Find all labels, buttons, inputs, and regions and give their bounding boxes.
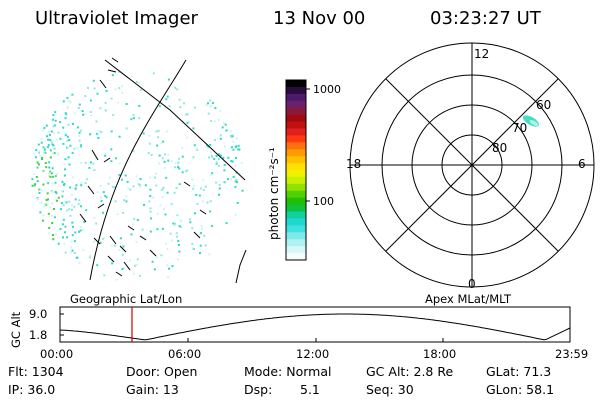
- y-top-label: 9.0: [29, 307, 47, 321]
- geo-partial-line: [235, 249, 247, 284]
- polar-aurora: [522, 115, 540, 127]
- dsp-value: 5.1: [300, 382, 320, 397]
- mlt-label-12: 12: [474, 47, 489, 61]
- colorbar-frame: [285, 79, 307, 261]
- glon-value: GLon: 58.1: [486, 382, 555, 397]
- apex-label: Apex MLat/MLT: [425, 292, 512, 306]
- gc-alt-value: GC Alt: 2.8 Re: [366, 364, 454, 379]
- y-bottom-label: 1.8: [29, 328, 47, 342]
- gain-value: Gain: 13: [126, 382, 179, 397]
- coastline-dashes: [79, 57, 207, 277]
- colorbar: 1000 100 photon cm⁻²s⁻¹: [267, 79, 341, 261]
- altitude-curve: [59, 313, 571, 341]
- x-tick-2359: 23:59: [555, 347, 588, 361]
- geo-label: Geographic Lat/Lon: [70, 292, 182, 306]
- flt-value: Flt: 1304: [8, 364, 64, 379]
- geo-latitude-line: [104, 59, 246, 181]
- x-tick-1200: 12:00: [296, 347, 329, 361]
- mode-value: Mode: Normal: [244, 364, 332, 379]
- y-axis-label: GC Alt: [9, 311, 23, 348]
- time-label: 03:23:27 UT: [430, 8, 541, 29]
- mlt-label-6: 6: [578, 157, 586, 171]
- uv-image: [29, 57, 247, 284]
- colorbar-gradient: [286, 80, 306, 261]
- lat-label-80: 80: [492, 141, 507, 155]
- date-label: 13 Nov 00: [273, 8, 366, 29]
- lat-label-70: 70: [512, 121, 527, 135]
- polar-labels: 12 18 6 0 60 70 80: [346, 47, 586, 291]
- door-value: Door: Open: [126, 364, 198, 379]
- x-tick-1800: 18:00: [423, 347, 456, 361]
- polar-plot: [349, 42, 595, 288]
- colorbar-unit-label: photon cm⁻²s⁻¹: [267, 147, 281, 240]
- seq-value: Seq: 30: [366, 382, 414, 397]
- orbit-timeline: [59, 306, 571, 343]
- timeline-frame: [59, 306, 571, 343]
- x-tick-0600: 06:00: [168, 347, 201, 361]
- x-tick-0000: 00:00: [40, 347, 73, 361]
- glat-value: GLat: 71.3: [486, 364, 552, 379]
- colorbar-tick-100: 100: [313, 195, 334, 208]
- timeline-labels: Geographic Lat/Lon Apex MLat/MLT 9.0 1.8…: [9, 292, 588, 361]
- mlt-label-0: 0: [468, 277, 476, 291]
- instrument-title: Ultraviolet Imager: [35, 8, 198, 29]
- dsp-label: Dsp:: [244, 382, 273, 397]
- polar-diagonal: [385, 78, 559, 252]
- ip-value: IP: 36.0: [8, 382, 56, 397]
- colorbar-tick-1000: 1000: [313, 83, 341, 96]
- earth-disk: [29, 67, 245, 283]
- mlt-label-18: 18: [346, 157, 361, 171]
- geo-meridian-line: [89, 59, 187, 281]
- aurora-speckles: [31, 70, 244, 281]
- lat-label-60: 60: [536, 98, 551, 112]
